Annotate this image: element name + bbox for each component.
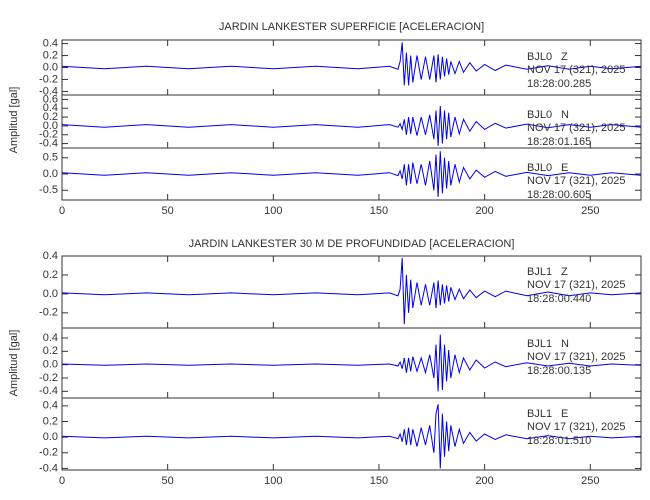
- y-tick-label: 0.6: [43, 93, 58, 105]
- trace-date: NOV 17 (321), 2025: [527, 279, 625, 291]
- station-name: BJL0: [527, 51, 552, 63]
- y-tick-label: 0.0: [43, 120, 58, 132]
- x-tick-label: 0: [59, 205, 65, 217]
- y-tick-label: -0.2: [39, 372, 58, 384]
- x-tick-label: 100: [264, 205, 282, 217]
- station-name: BJL0: [527, 109, 552, 121]
- x-tick-label: 250: [581, 475, 599, 487]
- component: E: [561, 408, 568, 420]
- x-tick-label: 200: [475, 475, 493, 487]
- y-tick-label: -0.4: [39, 85, 58, 97]
- y-tick-label: 0.4: [43, 332, 58, 344]
- trace-date: NOV 17 (321), 2025: [527, 122, 625, 134]
- y-axis-label: Amplitud [gal]: [8, 330, 20, 397]
- waveform: [61, 334, 642, 392]
- waveform: [61, 257, 642, 325]
- y-tick-label: 0.2: [43, 111, 58, 123]
- y-tick-label: -0.2: [39, 307, 58, 319]
- component: N: [561, 338, 569, 350]
- waveform: [61, 151, 642, 197]
- y-tick-label: 0.2: [43, 49, 58, 61]
- y-tick-label: 0.0: [43, 359, 58, 371]
- x-tick-label: 200: [475, 205, 493, 217]
- y-axis-label: Amplitud [gal]: [8, 87, 20, 154]
- trace-time: 18:28:00.440: [527, 293, 591, 305]
- station-name: BJL1: [527, 266, 552, 278]
- component: Z: [561, 266, 568, 278]
- y-tick-label: -0.4: [39, 137, 58, 149]
- x-tick-label: 100: [264, 475, 282, 487]
- y-tick-label: 0.5: [43, 152, 58, 164]
- waveform: [61, 105, 642, 146]
- y-tick-label: -0.5: [39, 184, 58, 196]
- trace-date: NOV 17 (321), 2025: [527, 421, 625, 433]
- trace-date: NOV 17 (321), 2025: [527, 175, 625, 187]
- trace-time: 18:28:00.605: [527, 189, 591, 201]
- waveform: [61, 404, 642, 469]
- y-tick-label: 0.4: [43, 102, 58, 114]
- y-tick-label: 0.2: [43, 269, 58, 281]
- y-tick-label: -0.2: [39, 73, 58, 85]
- y-tick-label: 0.2: [43, 415, 58, 427]
- x-tick-label: 0: [59, 475, 65, 487]
- y-tick-label: 0.0: [43, 168, 58, 180]
- y-tick-label: -0.4: [39, 385, 58, 397]
- x-tick-label: 150: [370, 205, 388, 217]
- y-tick-label: -0.2: [39, 129, 58, 141]
- component: E: [561, 162, 568, 174]
- y-tick-label: -0.4: [39, 462, 58, 474]
- y-tick-label: -0.2: [39, 447, 58, 459]
- trace-time: 18:28:01.510: [527, 435, 591, 447]
- y-tick-label: 0.2: [43, 345, 58, 357]
- plot-frame: [61, 397, 642, 471]
- station-name: BJL1: [527, 338, 552, 350]
- y-tick-label: 0.4: [43, 400, 58, 412]
- trace-date: NOV 17 (321), 2025: [527, 351, 625, 363]
- y-tick-label: 0.0: [43, 61, 58, 73]
- trace-date: NOV 17 (321), 2025: [527, 64, 625, 76]
- chart-title: JARDIN LANKESTER 30 M DE PROFUNDIDAD [AC…: [189, 238, 515, 250]
- y-tick-label: 0.4: [43, 250, 58, 262]
- x-tick-label: 50: [162, 475, 174, 487]
- trace-time: 18:28:01.165: [527, 136, 591, 148]
- x-tick-label: 50: [162, 205, 174, 217]
- y-tick-label: 0.4: [43, 37, 58, 49]
- trace-time: 18:28:00.135: [527, 365, 591, 377]
- x-tick-label: 150: [370, 475, 388, 487]
- component: N: [561, 109, 569, 121]
- component: Z: [561, 51, 568, 63]
- station-name: BJL0: [527, 162, 552, 174]
- trace-time: 18:28:00.285: [527, 78, 591, 90]
- station-name: BJL1: [527, 408, 552, 420]
- plot-frame: [61, 327, 642, 399]
- y-tick-label: 0.0: [43, 288, 58, 300]
- chart-title: JARDIN LANKESTER SUPERFICIE [ACELERACION…: [219, 21, 484, 33]
- waveform: [61, 42, 642, 86]
- x-tick-label: 250: [581, 205, 599, 217]
- y-tick-label: 0.0: [43, 431, 58, 443]
